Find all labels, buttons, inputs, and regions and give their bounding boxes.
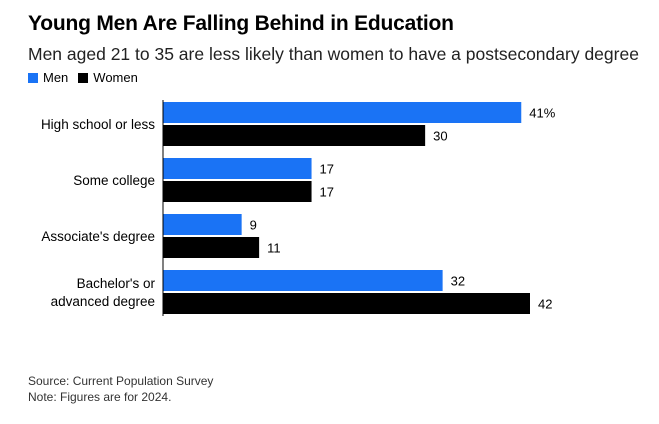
bar-women-1 xyxy=(163,181,312,202)
legend-label-men: Men xyxy=(43,70,69,85)
source-note: Source: Current Population Survey xyxy=(28,374,214,388)
value-label-women-0: 30 xyxy=(433,129,447,144)
legend-item-women: Women xyxy=(78,70,138,85)
figures-note: Note: Figures are for 2024. xyxy=(28,390,172,404)
bar-women-2 xyxy=(163,237,260,258)
category-label-3-line-1: advanced degree xyxy=(51,294,155,309)
value-label-men-1: 17 xyxy=(320,162,334,177)
value-label-women-3: 42 xyxy=(538,297,552,312)
legend-item-men: Men xyxy=(28,70,68,85)
legend-swatch-women xyxy=(78,72,89,83)
bar-women-0 xyxy=(163,125,426,146)
legend-label-women: Women xyxy=(93,70,138,85)
value-label-women-2: 11 xyxy=(267,241,281,256)
category-label-2: Associate's degree xyxy=(41,229,155,244)
chart-subtitle: Men aged 21 to 35 are less likely than w… xyxy=(28,44,639,64)
value-label-men-3: 32 xyxy=(451,274,465,289)
value-label-women-1: 17 xyxy=(320,185,334,200)
value-label-men-0: 41% xyxy=(529,106,555,121)
bar-men-3 xyxy=(163,270,443,291)
bar-men-2 xyxy=(163,214,242,235)
bar-men-0 xyxy=(163,102,522,123)
chart-title: Young Men Are Falling Behind in Educatio… xyxy=(28,12,454,35)
value-label-men-2: 9 xyxy=(250,218,257,233)
category-label-3-line-0: Bachelor's or xyxy=(77,276,156,291)
category-label-1: Some college xyxy=(73,173,155,188)
bar-women-3 xyxy=(163,293,530,314)
legend-swatch-men xyxy=(28,72,38,83)
legend: Men Women xyxy=(28,70,148,85)
category-label-0: High school or less xyxy=(41,117,155,132)
bar-men-1 xyxy=(163,158,312,179)
